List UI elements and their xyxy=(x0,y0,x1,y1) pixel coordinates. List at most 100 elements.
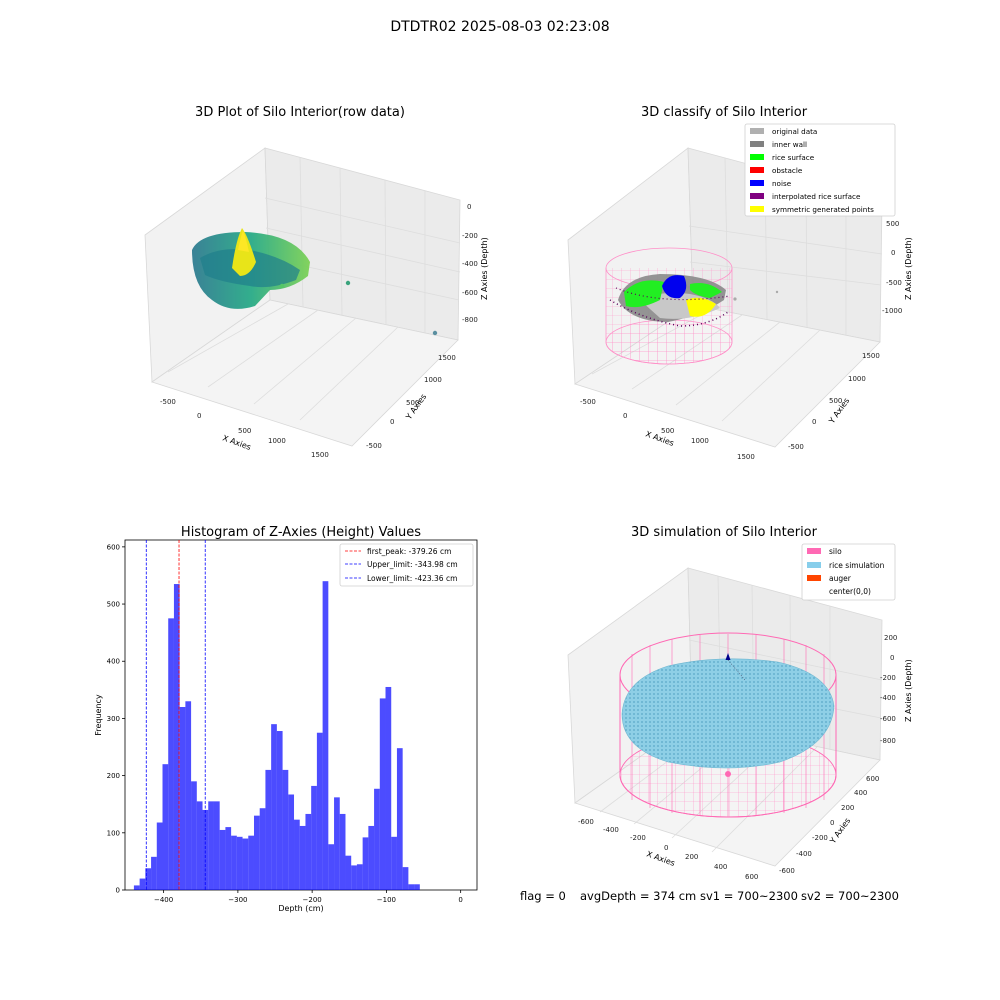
hist-xtick-label: 0 xyxy=(458,896,462,904)
hist-bar xyxy=(208,801,214,890)
p1-ytick: 1500 xyxy=(438,354,456,362)
hist-bar xyxy=(282,769,289,890)
p2-zlabel: Z Axies (Depth) xyxy=(904,237,913,300)
hist-bar xyxy=(168,618,174,890)
hist-bar xyxy=(145,868,152,890)
panel-4-title: 3D simulation of Silo Interior xyxy=(631,525,818,540)
hist-ytick-label: 300 xyxy=(107,715,120,723)
hist-bar xyxy=(173,584,180,890)
hist-bar xyxy=(339,813,346,890)
panel-4-legend: silo rice simulation auger center(0,0) xyxy=(801,543,896,601)
p1-ytick: 0 xyxy=(390,418,394,426)
hist-bar xyxy=(396,748,403,890)
panel-1-axes-box xyxy=(144,147,461,447)
status-sv2: sv2 = 700~2300 xyxy=(801,889,899,903)
p2-ztick: -500 xyxy=(886,279,902,287)
legend-auger: auger xyxy=(829,574,852,583)
legend-inner-wall: inner wall xyxy=(772,140,807,149)
legend-interpolated: interpolated rice surface xyxy=(772,192,861,201)
p4-ytick: 600 xyxy=(866,775,879,783)
rice-simulation-surface xyxy=(621,658,835,769)
hist-bar xyxy=(305,813,312,890)
p4-ytick: 200 xyxy=(841,804,854,812)
hist-bar xyxy=(294,819,300,890)
p4-ztick: -400 xyxy=(880,694,896,702)
p2-ytick: 1500 xyxy=(862,352,880,360)
p1-ytick: 1000 xyxy=(424,376,442,384)
hist-bar xyxy=(276,731,283,890)
hist-bar xyxy=(334,797,340,890)
legend-symmetric: symmetric generated points xyxy=(772,205,874,214)
hist-bar xyxy=(185,701,192,890)
p1-xtick: -500 xyxy=(160,398,176,406)
panel-1-scatter xyxy=(192,228,438,336)
hist-bar xyxy=(299,825,306,890)
p1-xtick: 0 xyxy=(197,412,201,420)
p4-ytick: -600 xyxy=(779,867,795,875)
p1-xtick: 500 xyxy=(238,427,251,435)
panel-1-title: 3D Plot of Silo Interior(row data) xyxy=(195,105,405,120)
p2-ytick: -500 xyxy=(788,443,804,451)
noise-outlier xyxy=(775,290,779,294)
raw-peak-highlight xyxy=(238,230,249,252)
p2-xtick: 500 xyxy=(661,427,674,435)
p4-ztick: 0 xyxy=(890,654,894,662)
symmetric-generated-points xyxy=(686,297,716,317)
figure-title: DTDTR02 2025-08-03 02:23:08 xyxy=(390,19,609,35)
hist-bar xyxy=(248,835,254,890)
p2-xtick: 1500 xyxy=(737,453,755,461)
p4-zlabel: Z Axies (Depth) xyxy=(904,659,913,722)
legend-obstacle: obstacle xyxy=(772,166,803,175)
hist-bar xyxy=(311,785,317,890)
p2-xtick: -500 xyxy=(580,398,596,406)
p4-xlabel: X Axies xyxy=(645,849,676,868)
status-sv1: sv1 = 700~2300 xyxy=(700,889,798,903)
hist-bar xyxy=(402,867,409,890)
hist-xlabel: Depth (cm) xyxy=(278,904,323,913)
hist-bar xyxy=(362,837,369,890)
p1-xtick: 1500 xyxy=(311,451,329,459)
raw-outlier xyxy=(279,283,285,289)
panel-2-scatter xyxy=(605,247,779,365)
p2-ztick: 0 xyxy=(891,249,895,257)
p2-xtick: 0 xyxy=(623,412,627,420)
p2-ytick: 1000 xyxy=(848,375,866,383)
p4-ytick: 0 xyxy=(830,819,834,827)
p1-ztick: -400 xyxy=(462,260,478,268)
p4-xtick: 600 xyxy=(745,873,758,881)
hist-bar xyxy=(265,769,272,890)
raw-peak-points xyxy=(232,228,256,276)
panel-classify: 3D classify of Silo Interior xyxy=(567,105,913,461)
hist-bar xyxy=(242,838,249,890)
p1-ytick: -500 xyxy=(366,442,382,450)
status-avg-depth: avgDepth = 374 cm xyxy=(580,889,696,903)
hist-ytick-label: 100 xyxy=(107,829,120,837)
p1-ztick: -800 xyxy=(462,316,478,324)
hist-bar xyxy=(225,827,232,890)
legend-first-peak: first_peak: -379.26 cm xyxy=(367,547,451,556)
p1-xlabel: X Axies xyxy=(221,433,252,452)
legend-silo: silo xyxy=(829,547,842,556)
panel-histogram: Histogram of Z-Axies (Height) Values −40… xyxy=(94,525,478,913)
noise-outlier xyxy=(733,297,737,301)
hist-ytick-label: 600 xyxy=(107,543,120,551)
legend-rice-simulation: rice simulation xyxy=(829,561,885,570)
p4-xtick: 400 xyxy=(714,863,727,871)
p4-xtick: -400 xyxy=(603,826,619,834)
p2-xtick: 1000 xyxy=(691,437,709,445)
hist-bar xyxy=(368,825,375,890)
legend-noise: noise xyxy=(772,179,792,188)
hist-bar xyxy=(351,865,357,890)
p4-ztick: -600 xyxy=(880,715,896,723)
hist-ytick-label: 200 xyxy=(107,772,120,780)
panel-2-axes-box xyxy=(567,147,883,448)
hist-xtick-label: −200 xyxy=(303,896,322,904)
silo-bottom-center xyxy=(725,771,731,777)
p4-ytick: 400 xyxy=(854,789,867,797)
hist-xticks: −400 −300 −200 −100 0 xyxy=(154,890,463,904)
p2-ytick: 0 xyxy=(812,418,816,426)
p4-xtick: -600 xyxy=(578,818,594,826)
hist-bar xyxy=(156,822,163,890)
hist-bar xyxy=(271,724,277,890)
